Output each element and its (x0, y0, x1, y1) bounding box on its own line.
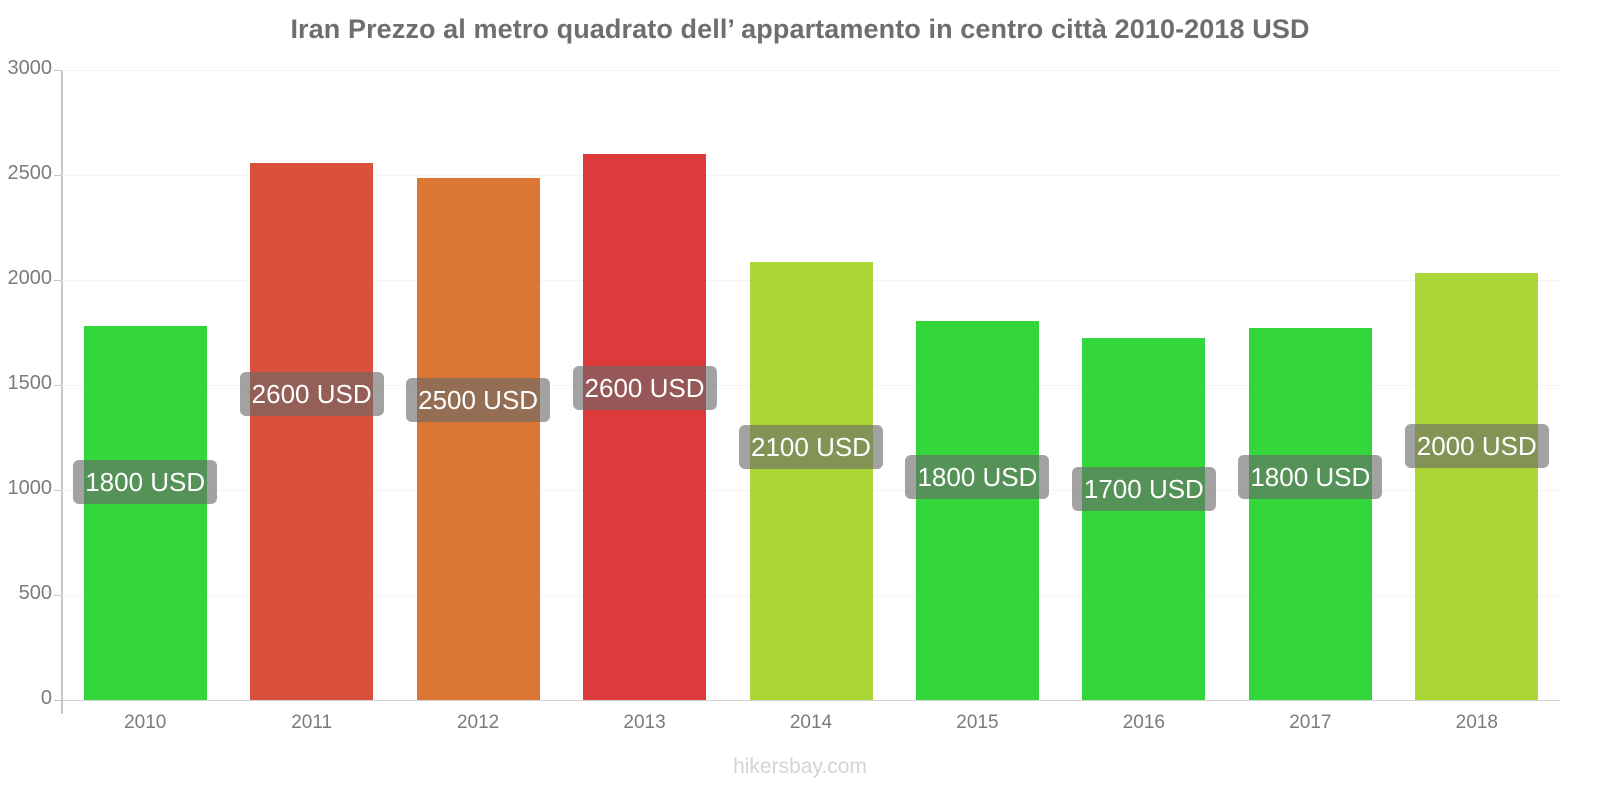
value-label-2015: 1800 USD (905, 455, 1050, 499)
gridline (62, 70, 1560, 71)
x-axis-tick-label-2014: 2014 (789, 712, 833, 733)
x-axis-tick-label-2015: 2015 (956, 712, 999, 733)
y-axis-tick-label: 3000 (7, 57, 53, 79)
value-label-2016: 1700 USD (1071, 467, 1216, 511)
x-axis-tick-label-2016: 2016 (1122, 712, 1166, 733)
bar-2014[interactable] (749, 262, 873, 700)
y-axis-tick-label: 1500 (7, 372, 53, 394)
bar-2018[interactable] (1415, 272, 1539, 700)
y-axis-tick-label: 0 (40, 687, 52, 709)
y-axis-tick-label: 1000 (7, 477, 53, 499)
x-axis-tick-label-2011: 2011 (291, 712, 333, 733)
x-axis-tick-label-2018: 2018 (1455, 712, 1498, 733)
value-label-2014: 2100 USD (739, 425, 883, 469)
y-axis-tick-mark (54, 700, 61, 701)
value-label-2018: 2000 USD (1404, 424, 1549, 468)
plot-area (62, 70, 1560, 701)
y-axis-tick-label: 2000 (7, 267, 53, 289)
bar-2015[interactable] (915, 320, 1039, 700)
y-axis-tick-label: 2500 (7, 162, 53, 184)
x-axis-tick-label-2017: 2017 (1289, 712, 1332, 733)
x-axis-tick-label-2013: 2013 (623, 712, 666, 733)
gridline (62, 175, 1560, 176)
x-axis-origin-tick (61, 700, 63, 714)
footer-credit: hikersbay.com (733, 755, 867, 778)
value-label-2017: 1800 USD (1238, 455, 1383, 499)
x-axis-tick-label-2012: 2012 (456, 712, 500, 733)
gridline (62, 700, 1560, 701)
bar-2011[interactable] (250, 163, 374, 700)
bar-2016[interactable] (1082, 337, 1206, 700)
y-axis-tick-mark (54, 385, 61, 386)
bar-2013[interactable] (583, 154, 707, 700)
value-label-2010: 1800 USD (73, 460, 218, 504)
value-label-2011: 2600 USD (239, 372, 384, 416)
y-axis-tick-mark (54, 70, 61, 71)
y-axis-tick-mark (54, 175, 61, 176)
bar-2017[interactable] (1248, 328, 1372, 700)
y-axis-tick-mark (54, 280, 61, 281)
value-label-2012: 2500 USD (406, 378, 551, 422)
y-axis-tick-mark (54, 490, 61, 491)
bar-2010[interactable] (83, 326, 207, 700)
chart-title: Iran Prezzo al metro quadrato dell’ appa… (290, 14, 1310, 44)
bar-2012[interactable] (416, 178, 540, 700)
value-label-2013: 2600 USD (572, 366, 717, 410)
y-axis-tick-mark (54, 595, 61, 596)
x-axis-tick-label-2010: 2010 (124, 712, 167, 733)
y-axis-tick-label: 500 (18, 582, 52, 604)
